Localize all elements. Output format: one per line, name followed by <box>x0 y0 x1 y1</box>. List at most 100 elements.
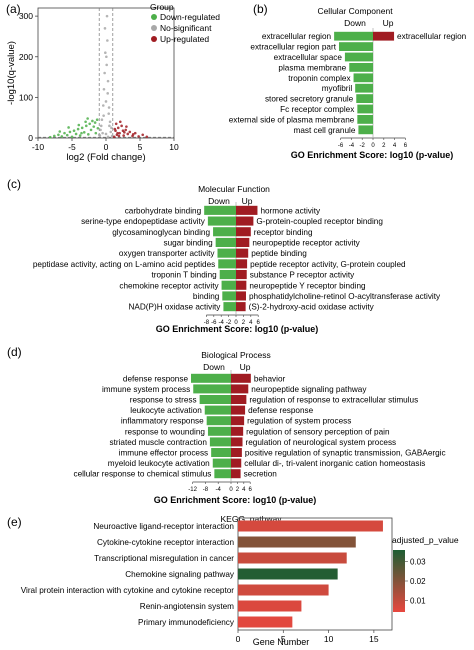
x-tick-label: 0 <box>234 320 238 326</box>
bp-up-label: Up <box>240 362 251 372</box>
down-bar <box>215 237 236 247</box>
volcano-point <box>105 55 108 59</box>
volcano-point <box>48 135 52 139</box>
volcano-point <box>89 128 93 132</box>
x-tick-label: 0 <box>229 487 233 493</box>
volcano-point <box>141 133 145 137</box>
x-tick-label: -2 <box>360 143 366 149</box>
down-term-label: troponin complex <box>288 74 350 83</box>
down-bar <box>204 405 231 415</box>
up-bar <box>231 437 243 447</box>
volcano-point <box>145 135 149 139</box>
x-tick-label: 2 <box>236 487 240 493</box>
x-tick-label: -6 <box>338 143 344 149</box>
volcano-point <box>103 27 107 30</box>
up-bar <box>373 31 395 41</box>
volcano-legend-marker <box>151 25 157 31</box>
x-tick-label: 4 <box>393 143 397 149</box>
down-bar <box>214 469 231 479</box>
volcano-point <box>106 79 110 83</box>
x-tick-label: -4 <box>349 143 355 149</box>
cc-title: Cellular Component <box>317 6 393 16</box>
down-bar <box>349 63 373 72</box>
up-term-label: peptide binding <box>251 249 307 258</box>
volcano-point <box>116 131 119 135</box>
down-term-label: mast cell granule <box>294 126 356 135</box>
up-term-label: positive regulation of synaptic transmis… <box>245 449 446 458</box>
volcano-point <box>107 106 111 109</box>
volcano-point <box>57 133 60 137</box>
volcano-point <box>60 135 64 138</box>
x-tick-label: -8 <box>203 487 209 493</box>
down-term-label: response to wounding <box>125 427 206 436</box>
kegg-bar <box>238 568 338 580</box>
volcano-point <box>137 135 140 138</box>
volcano-point <box>80 126 84 130</box>
volcano-point <box>100 118 104 122</box>
down-term-label: cellular response to chemical stimulus <box>73 470 211 479</box>
down-term-label: plasma membrane <box>278 63 346 72</box>
volcano-point <box>68 130 72 134</box>
volcano-point <box>105 14 109 18</box>
volcano-point <box>82 131 86 134</box>
down-term-label: striated muscle contraction <box>109 438 207 447</box>
down-bar <box>356 94 373 103</box>
volcano-point <box>106 135 110 139</box>
up-bar <box>231 416 245 426</box>
down-bar <box>358 125 373 135</box>
up-bar <box>231 426 244 436</box>
down-bar <box>212 458 231 468</box>
volcano-point <box>117 134 121 138</box>
volcano-point <box>110 134 114 138</box>
volcano-point <box>103 71 106 75</box>
down-term-label: leukocyte activation <box>130 406 202 415</box>
kegg-category-label: Chemokine signaling pathway <box>125 570 235 579</box>
x-tick-label: 2 <box>242 320 246 326</box>
down-bar <box>221 280 236 290</box>
kegg-bar <box>238 520 383 532</box>
volcano-legend-marker <box>151 14 157 20</box>
volcano-point <box>104 100 108 103</box>
volcano-point <box>67 126 70 129</box>
down-bar <box>218 259 236 269</box>
volcano-point <box>126 132 130 136</box>
kegg-bar <box>238 616 293 628</box>
up-bar <box>236 291 246 301</box>
volcano-plot: 0 100 200 300 -10 -5 0 5 10 -log10(q-value) log… <box>6 2 220 163</box>
down-bar <box>213 227 236 237</box>
volcano-point <box>107 112 111 115</box>
volcano-point <box>96 126 100 130</box>
kegg-colorbar-tick-label: 0.02 <box>410 577 426 586</box>
kegg-title: KEGG_pathway <box>221 514 283 524</box>
down-term-label: NAD(P)H oxidase activity <box>129 303 222 312</box>
volcano-legend-label: Up-regulated <box>160 34 209 44</box>
volcano-point <box>76 127 80 131</box>
up-bar <box>231 395 247 404</box>
volcano-point <box>104 51 107 54</box>
volcano-point <box>87 133 90 136</box>
up-bar <box>231 384 249 394</box>
down-bar <box>334 31 373 41</box>
kegg-xlabel: Gene Number <box>253 637 310 647</box>
down-term-label: carbohydrate binding <box>125 206 202 215</box>
kegg-category-label: Renin-angiotensin system <box>140 602 234 611</box>
volcano-ylabel: -log10(q-value) <box>6 41 17 105</box>
up-bar <box>236 259 248 269</box>
up-bar <box>236 280 247 290</box>
down-term-label: glycosaminoglycan binding <box>112 228 210 237</box>
down-term-label: chemokine receptor activity <box>119 281 219 290</box>
x-tick-label: -8 <box>204 320 210 326</box>
down-bar <box>204 205 236 215</box>
volcano-point <box>108 124 111 128</box>
volcano-point <box>63 131 66 135</box>
volcano-point <box>109 130 113 134</box>
mf-down-label: Down <box>208 196 230 206</box>
volcano-xtick-label: 10 <box>169 142 179 152</box>
up-term-label: G-protein-coupled receptor binding <box>256 217 383 226</box>
kegg-xtick-label: 0 <box>236 634 241 644</box>
panel-label-d: (d) <box>7 345 22 359</box>
up-term-label: regulation of system process <box>247 417 351 426</box>
x-tick-label: 0 <box>371 143 375 149</box>
down-term-label: oxygen transporter activity <box>119 249 215 258</box>
x-tick-label: -4 <box>216 487 222 493</box>
